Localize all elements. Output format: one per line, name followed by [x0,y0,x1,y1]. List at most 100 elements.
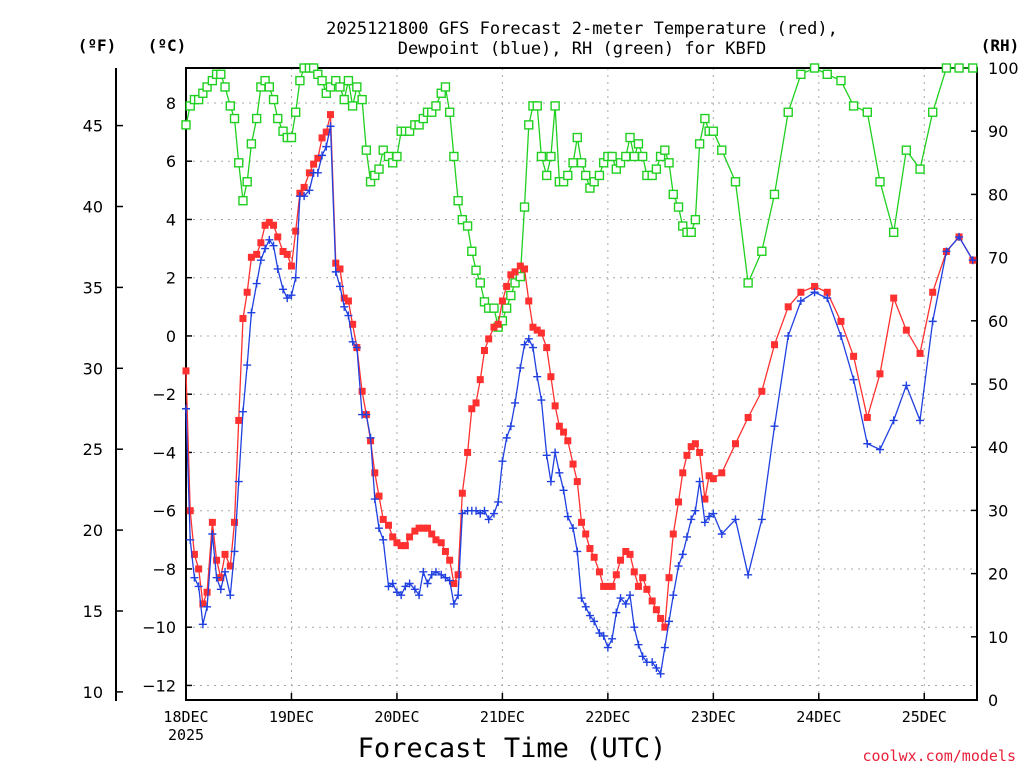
dewpoint-point [186,535,195,544]
temperature-point [837,317,845,325]
fahrenheit-tick-label: 40 [83,198,103,217]
dewpoint-point [273,264,282,273]
temperature-point [705,472,713,480]
rh-point [633,139,644,149]
dewpoint-point [542,451,551,460]
time-tick-label: 19DEC [269,708,314,726]
rh-point [202,82,212,92]
temperature-point [336,265,344,273]
temperature-point [555,422,563,430]
dewpoint-point [265,235,274,244]
dewpoint-point [757,515,766,524]
temperature-point [287,262,295,270]
rh-point [888,227,899,238]
dewpoint-point [226,591,235,600]
rh-point [343,75,354,86]
temperature-point [582,530,590,538]
temperature-point [902,326,910,334]
temperature-point [929,288,937,296]
rh-point [246,139,257,149]
dewpoint-point [731,515,740,524]
dewpoint-point [559,486,568,495]
rh-point [347,101,358,111]
fahrenheit-tick-label: 30 [83,359,103,378]
dewpoint-point [322,142,331,151]
temperature-point [235,416,243,424]
temperature-point [314,154,322,162]
temperature-point [876,370,884,378]
dewpoint-point [437,570,446,579]
rh-point [743,278,753,288]
dewpoint-point [555,468,564,477]
temperature-point [283,250,291,258]
temperature-point [617,556,625,564]
dewpoint-point [305,186,314,195]
temperature-point [564,437,572,445]
dewpoint-point [955,232,964,241]
rh-point [822,69,832,80]
temperature-point [657,614,665,622]
dewpoint-point [375,524,384,533]
celsius-tick-label: 6 [166,152,176,171]
temperature-point [560,428,568,436]
x-axis-label: Forecast Time (UTC) [358,733,667,764]
dewpoint-point [279,285,288,294]
rh-point [404,126,415,136]
dewpoint-point [340,302,349,311]
temperature-point [344,297,352,305]
temperature-point [437,539,445,547]
rh-point [374,164,384,174]
temperature-point [639,574,647,582]
rh-point [550,101,560,111]
dewpoint-point [198,620,207,629]
temperature-point [411,527,419,535]
dewpoint-point [182,404,190,413]
dewpoint-point [638,652,647,661]
dewpoint-point [261,244,270,253]
rh-point [357,94,367,105]
rh-point [489,303,499,313]
temperature-point [379,515,387,523]
dewpoint-point [836,331,845,340]
dewpoint-point [208,529,217,538]
temperature-point [630,568,638,576]
dewpoint-point [203,602,212,611]
celsius-unit-label: (ºC) [148,36,187,55]
dewpoint-point [705,512,714,521]
dewpoint-point [335,282,344,291]
rh-point [796,69,806,80]
rh-point [783,107,793,117]
time-tick-label: 22DEC [585,708,630,726]
temperature-point [600,582,608,590]
fahrenheit-tick-label: 35 [83,278,103,297]
dewpoint-point [401,582,410,591]
rh-tick-label: 90 [988,122,1008,141]
temperature-point [784,303,792,311]
rh-point [809,63,820,73]
temperature-point [261,221,269,229]
rh-point [181,120,191,130]
rh-point [325,82,336,92]
rh-point [954,63,964,73]
dewpoint-point [506,422,515,431]
dewpoint-point [419,567,428,576]
temperature-point [850,352,858,360]
rh-point [757,246,767,256]
temperature-point [358,387,366,395]
rh-point [361,145,372,155]
temperature-point [384,521,392,529]
dewpoint-point [621,599,630,608]
dewpoint-point [331,267,340,276]
dewpoint-point [660,643,669,652]
temperature-point [265,218,273,226]
fahrenheit-tick-label: 15 [83,602,103,621]
temperature-point [675,498,683,506]
rh-point [251,113,262,124]
rh-point [515,271,526,282]
fahrenheit-axis: 45 40 35 30 25 20 15 10 [83,68,123,702]
dewpoint-point [616,594,625,603]
temperature-point [480,347,488,355]
rh-point [673,202,684,212]
temperature-point [521,265,529,273]
temperature-point [529,323,537,331]
